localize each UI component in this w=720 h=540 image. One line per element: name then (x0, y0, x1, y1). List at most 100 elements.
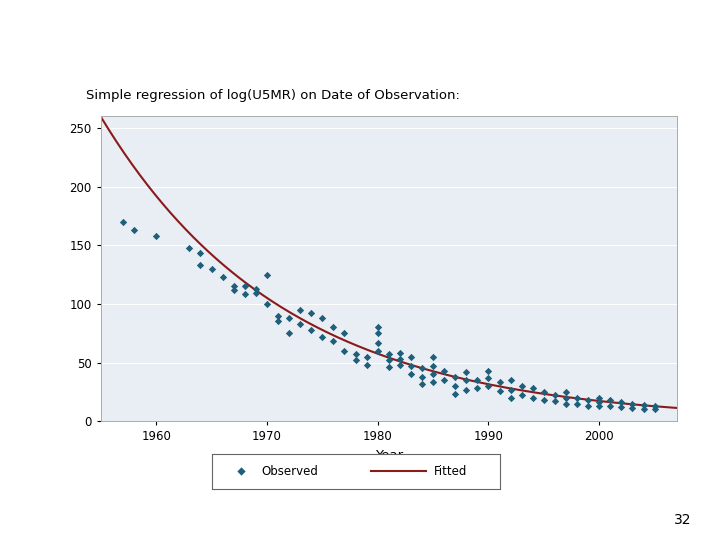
Point (405, 370, 417, 379)
Point (494, 378, 505, 387)
Point (328, 337, 339, 346)
Point (560, 399, 572, 408)
Point (560, 388, 572, 396)
Point (338, 347, 350, 355)
Point (428, 378, 439, 387)
Point (449, 372, 461, 381)
Point (305, 309, 317, 318)
Point (394, 349, 405, 357)
Point (194, 249, 206, 258)
Point (294, 320, 306, 328)
Point (416, 372, 428, 381)
Point (505, 394, 516, 402)
Point (527, 384, 539, 393)
Point (372, 338, 384, 347)
Point (361, 352, 372, 361)
Point (217, 273, 228, 281)
Point (482, 367, 494, 375)
Text: Simple regression of log(U5MR) on Date of Observation:: Simple regression of log(U5MR) on Date o… (86, 89, 460, 103)
Point (272, 317, 284, 326)
Point (250, 284, 261, 293)
Point (250, 289, 261, 298)
Point (560, 394, 572, 402)
Point (549, 391, 561, 400)
Point (305, 325, 317, 334)
Point (294, 306, 306, 314)
Point (505, 376, 516, 384)
Point (593, 398, 605, 407)
Point (605, 402, 616, 410)
Point (626, 404, 638, 413)
X-axis label: Year: Year (374, 449, 403, 462)
Point (516, 391, 528, 400)
Text: Observed: Observed (261, 464, 318, 478)
Point (428, 370, 439, 379)
Point (505, 385, 516, 394)
Point (117, 218, 129, 226)
Point (572, 394, 583, 402)
Point (593, 402, 605, 410)
Point (472, 384, 483, 393)
Point (317, 314, 328, 322)
Point (538, 396, 549, 404)
Point (372, 329, 384, 338)
Point (605, 396, 616, 404)
Point (372, 323, 384, 332)
Text: 32: 32 (674, 512, 691, 526)
Point (616, 403, 627, 411)
Point (284, 314, 295, 322)
Point (228, 282, 240, 291)
Point (383, 363, 395, 372)
Point (649, 405, 660, 414)
Point (350, 350, 361, 359)
Point (328, 323, 339, 332)
Point (516, 382, 528, 390)
Point (361, 361, 372, 369)
Point (461, 376, 472, 384)
Point (482, 382, 494, 390)
Point (272, 311, 284, 320)
Point (549, 397, 561, 406)
Point (416, 364, 428, 373)
Point (372, 347, 384, 355)
Point (538, 388, 549, 396)
Point (383, 350, 395, 359)
Point (494, 387, 505, 395)
Point (527, 394, 539, 402)
Point (350, 356, 361, 364)
Point (184, 243, 195, 252)
Point (638, 405, 649, 414)
Point (228, 286, 240, 294)
Point (405, 362, 417, 370)
Point (150, 232, 162, 240)
Point (638, 401, 649, 409)
Point (394, 361, 405, 369)
Point (206, 265, 217, 273)
Point (572, 399, 583, 408)
Point (428, 352, 439, 361)
Point (461, 368, 472, 376)
Point (239, 282, 251, 291)
Point (626, 399, 638, 408)
Point (649, 402, 660, 410)
Point (616, 398, 627, 407)
Point (449, 390, 461, 399)
Point (128, 226, 140, 234)
Point (235, 467, 247, 476)
Point (449, 382, 461, 390)
Point (394, 355, 405, 363)
Point (582, 402, 594, 410)
Point (239, 290, 251, 299)
Point (482, 374, 494, 382)
Text: Smoothing U5MR: Smoothing U5MR (222, 38, 498, 65)
Point (582, 396, 594, 404)
Point (383, 356, 395, 364)
Point (461, 385, 472, 394)
Point (438, 376, 450, 384)
Point (194, 261, 206, 269)
Point (416, 379, 428, 388)
Point (438, 367, 450, 375)
Text: Fitted: Fitted (434, 464, 467, 478)
Point (472, 376, 483, 384)
Point (261, 300, 273, 308)
